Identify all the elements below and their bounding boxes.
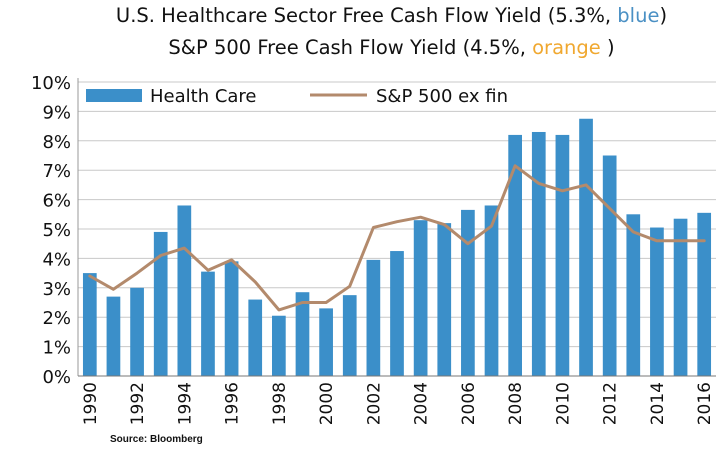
health-care-bar <box>508 134 523 376</box>
x-tick-label: 1998 <box>270 382 290 425</box>
title-2-text: S&P 500 Free Cash Flow Yield (4.5%, <box>168 36 533 59</box>
y-tick-label: 3% <box>42 279 71 300</box>
health-care-bar <box>366 259 381 376</box>
x-axis: 1990 1992 1994 1996 1998 2000 2002 2004 2006 2008… <box>78 375 716 425</box>
health-care-bar <box>130 287 144 376</box>
legend-swatch-health-care <box>86 89 142 102</box>
health-care-bar <box>484 205 499 376</box>
title-1-text: U.S. Healthcare Sector Free Cash Flow Yi… <box>115 4 618 27</box>
x-tick-label: 1996 <box>223 382 243 425</box>
health-care-bar <box>319 308 333 376</box>
y-axis: 0% 1% 2% 3% 4% 5% 6% 7% 8% 9% 10% <box>31 73 79 388</box>
y-tick-label: 2% <box>42 308 71 329</box>
title-1-blue-word: blue <box>617 4 660 27</box>
health-care-bar <box>602 155 617 376</box>
x-tick-label: 2002 <box>364 382 384 425</box>
chart-title-line-1: U.S. Healthcare Sector Free Cash Flow Yi… <box>60 4 723 27</box>
y-tick-label: 10% <box>31 73 71 94</box>
health-care-bar <box>650 227 664 376</box>
source-note: Source: Bloomberg <box>110 434 203 445</box>
health-care-bar <box>413 220 428 376</box>
x-tick-label: 2004 <box>412 382 432 425</box>
health-care-bar <box>177 205 192 376</box>
x-tick-label: 2016 <box>695 382 715 425</box>
health-care-bar <box>153 231 168 376</box>
health-care-bars <box>82 118 712 376</box>
y-tick-label: 0% <box>42 367 71 388</box>
x-tick-label: 2008 <box>506 382 526 425</box>
health-care-bar <box>106 296 121 376</box>
y-tick-label: 6% <box>42 191 71 212</box>
health-care-bar <box>555 134 570 376</box>
x-tick-label: 1992 <box>128 382 148 425</box>
health-care-bar <box>342 295 357 376</box>
x-tick-label: 2012 <box>601 382 621 425</box>
health-care-bar <box>531 131 546 376</box>
y-tick-label: 9% <box>42 102 71 123</box>
health-care-bar <box>673 218 688 376</box>
health-care-bar <box>437 223 452 376</box>
x-tick-label: 1990 <box>81 382 101 425</box>
y-tick-label: 5% <box>42 220 71 241</box>
chart-title-line-2: S&P 500 Free Cash Flow Yield (4.5%, oran… <box>60 36 723 59</box>
health-care-bar <box>271 315 286 376</box>
legend-label-health-care: Health Care <box>150 86 257 107</box>
health-care-bar <box>461 209 475 376</box>
y-tick-label: 7% <box>42 161 71 182</box>
title-1-suffix: ) <box>659 4 668 27</box>
health-care-bar <box>82 273 97 376</box>
title-2-orange-word: orange <box>532 36 601 59</box>
y-tick-label: 8% <box>42 132 71 153</box>
x-tick-label: 2014 <box>648 382 668 425</box>
health-care-bar <box>248 299 263 376</box>
health-care-bar <box>579 118 593 376</box>
health-care-bar <box>201 271 215 376</box>
x-tick-label: 2006 <box>459 382 479 425</box>
x-tick-label: 2010 <box>553 382 573 425</box>
health-care-bar <box>224 261 239 376</box>
title-2-suffix: ) <box>600 36 615 59</box>
health-care-bar <box>697 212 712 376</box>
x-tick-label: 2000 <box>317 382 337 425</box>
x-tick-label: 1994 <box>175 382 195 425</box>
y-tick-label: 1% <box>42 338 71 359</box>
y-tick-label: 4% <box>42 249 71 270</box>
health-care-bar <box>295 292 310 376</box>
legend-label-sp500: S&P 500 ex fin <box>376 86 508 107</box>
legend: Health Care S&P 500 ex fin <box>86 86 508 107</box>
health-care-bar <box>390 251 404 376</box>
health-care-bar <box>626 214 641 376</box>
sp500-line-layer <box>88 164 706 312</box>
sp500-ex-fin-line <box>88 164 706 312</box>
